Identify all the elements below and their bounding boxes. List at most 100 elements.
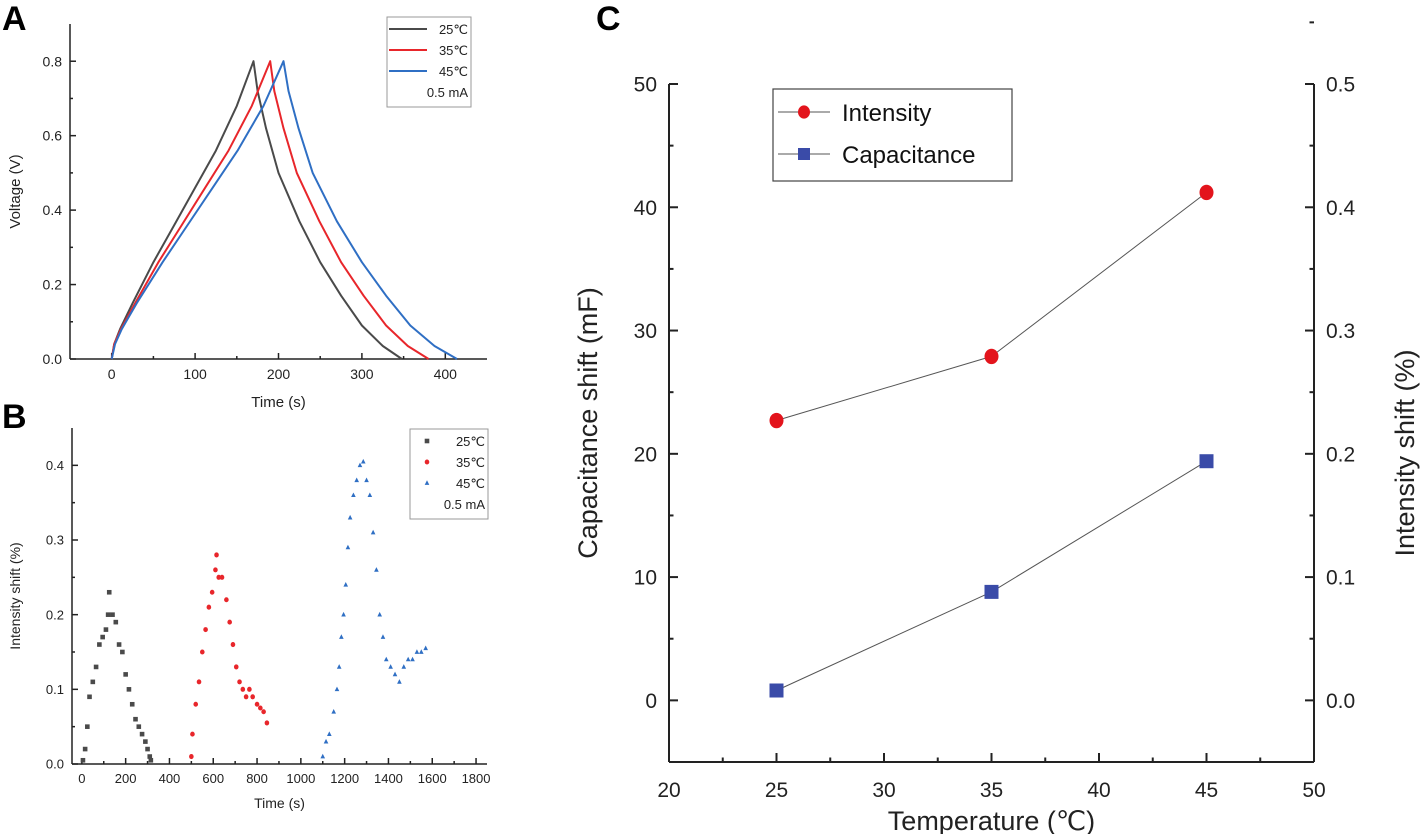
- chart-c-y-right-tick-label: 0.2: [1326, 443, 1355, 466]
- chart-c-y-right-tick-label: 0.1: [1326, 567, 1355, 590]
- chart-b-data-point: [110, 612, 115, 617]
- chart-c-y-tick-label: 30: [634, 320, 657, 343]
- chart-b-data-point: [327, 731, 332, 736]
- chart-b-data-point: [405, 656, 411, 662]
- chart-b-data-point: [364, 477, 369, 483]
- chart-b-data-point: [200, 649, 205, 655]
- chart-c-y-tick-label: 10: [634, 567, 657, 590]
- panel-label-c: C: [596, 0, 621, 38]
- chart-c-data-point: [769, 412, 784, 429]
- chart-b-data-point: [264, 720, 270, 726]
- chart-a-legend: [386, 16, 472, 108]
- chart-b-data-point: [209, 589, 215, 595]
- chart-b-data-point: [82, 746, 88, 752]
- chart-b-data-point: [196, 679, 202, 685]
- chart-b-data-point: [106, 589, 112, 595]
- chart-b-data-point: [380, 634, 386, 639]
- chart-b-data-point: [193, 701, 199, 707]
- chart-b-x-tick-label: 1800: [462, 771, 491, 786]
- chart-b-data-point: [240, 686, 246, 692]
- chart-a-y-tick-label: 0.2: [43, 277, 63, 293]
- chart-b-data-point: [351, 492, 356, 498]
- chart-b-data-point: [261, 709, 266, 715]
- chart-a-series-line: [110, 60, 403, 360]
- chart-b-y-tick-label: 0.3: [46, 533, 64, 548]
- chart-c-data-point: [984, 348, 999, 365]
- chart-b-data-point: [331, 708, 337, 714]
- chart-a-series-line: [110, 60, 458, 360]
- chart-b-data-point: [320, 753, 326, 759]
- chart-c-x-tick-label: 50: [1302, 779, 1325, 802]
- chart-c-series-line: [776, 460, 1207, 691]
- chart-b-data-point: [203, 627, 208, 633]
- chart-b-data-point: [336, 664, 342, 669]
- chart-c-y-tick-label: 50: [634, 74, 657, 97]
- chart-b-data-point: [100, 634, 105, 640]
- chart-b-data-point: [414, 649, 420, 654]
- chart-b-data-point: [85, 724, 90, 729]
- chart-b-data-point: [148, 757, 154, 763]
- chart-b-data-point: [216, 574, 222, 580]
- panel-label-a: A: [2, 0, 27, 38]
- chart-c-data-point: [769, 683, 784, 698]
- chart-b-data-point: [126, 687, 132, 692]
- chart-a-legend-note: 0.5 mA: [427, 85, 469, 100]
- chart-b-data-point: [334, 686, 340, 692]
- chart-a-y-tick-label: 0.6: [43, 128, 63, 144]
- chart-b-data-point: [367, 492, 373, 498]
- chart-a-legend-label: 45℃: [439, 64, 468, 79]
- chart-b-data-point: [243, 694, 249, 700]
- chart-b-data-point: [190, 731, 195, 737]
- chart-b-data-point: [120, 649, 125, 655]
- chart-b-x-tick-label: 400: [159, 771, 181, 786]
- chart-b-data-point: [214, 552, 219, 558]
- chart-c-y-axis-label: Capacitance shift (mF): [573, 287, 603, 559]
- chart-b-x-axis-label: Time (s): [254, 795, 305, 811]
- chart-b-data-point: [377, 611, 382, 617]
- chart-a-y-tick-label: 0.0: [43, 351, 63, 367]
- chart-c-legend: [772, 88, 1013, 182]
- chart-c-data-point: [1199, 184, 1214, 201]
- chart-a-x-tick-label: 100: [183, 366, 207, 382]
- chart-c-x-tick-label: 25: [765, 779, 788, 802]
- chart-b-data-point: [147, 754, 153, 759]
- chart-b-data-point: [339, 634, 344, 639]
- chart-b-legend-label: 45℃: [456, 476, 485, 491]
- chart-c-x-tick-label: 45: [1195, 779, 1218, 802]
- chart-b-data-point: [374, 567, 379, 572]
- chart-b-legend-label: 25℃: [456, 434, 485, 449]
- chart-b-data-point: [323, 738, 329, 744]
- chart-c-legend-swatch: [798, 148, 810, 160]
- chart-b-data-point: [90, 679, 96, 685]
- chart-b-x-tick-label: 0: [78, 771, 85, 786]
- chart-b-data-point: [87, 694, 92, 700]
- chart-b-legend-note: 0.5 mA: [444, 497, 486, 512]
- chart-c-y-tick-label: 0: [645, 690, 657, 713]
- chart-c-legend-swatch: [798, 105, 810, 119]
- chart-a-series-line: [110, 60, 430, 360]
- chart-b-legend-swatch: [424, 480, 430, 485]
- chart-b-y-tick-label: 0.2: [46, 607, 64, 622]
- chart-b-data-point: [136, 724, 142, 729]
- chart-b-legend-swatch: [424, 459, 430, 465]
- chart-c-y-right-tick-label: 0.5: [1326, 74, 1355, 97]
- chart-b-legend-swatch: [424, 438, 430, 444]
- chart-b-data-point: [341, 611, 346, 617]
- chart-b-data-point: [224, 597, 229, 603]
- chart-c-legend-label: Intensity: [842, 100, 931, 127]
- panel-label-b: B: [2, 398, 27, 436]
- chart-b-x-tick-label: 200: [115, 771, 137, 786]
- chart-c-y-right-tick-label: 0.0: [1326, 690, 1355, 713]
- chart-b-data-point: [254, 701, 260, 707]
- chart-a-x-tick-label: 400: [434, 366, 458, 382]
- chart-a-x-tick-label: 0: [108, 366, 116, 382]
- chart-b-x-tick-label: 1400: [374, 771, 403, 786]
- chart-b-data-point: [206, 604, 212, 610]
- chart-b-data-point: [230, 642, 236, 648]
- chart-b-data-point: [227, 619, 232, 625]
- chart-c-x-tick-label: 35: [980, 779, 1003, 802]
- chart-b-data-point: [105, 612, 111, 617]
- chart-a-y-tick-label: 0.4: [43, 202, 63, 218]
- chart-a-x-tick-label: 200: [267, 366, 291, 382]
- chart-b-data-point: [145, 746, 150, 752]
